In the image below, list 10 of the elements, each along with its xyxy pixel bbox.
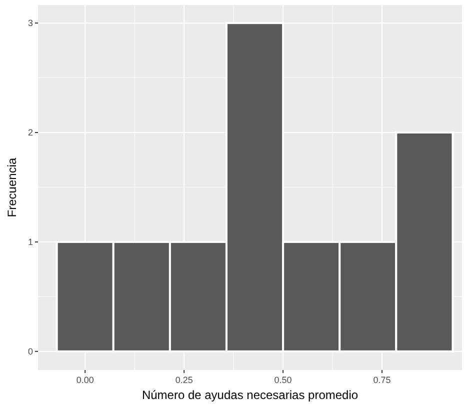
y-axis-title: Frecuencia: [5, 158, 19, 218]
x-tick-label: 0.75: [373, 375, 391, 385]
y-tick-label: 1: [28, 236, 33, 247]
y-tick-label: 3: [28, 18, 33, 28]
y-tick-label: 0: [28, 346, 33, 356]
x-tick-label: 0.25: [175, 375, 193, 385]
x-tick-label: 0.50: [274, 375, 292, 385]
x-tick-label: 0.00: [76, 375, 94, 385]
y-tick-label: 2: [28, 128, 33, 138]
x-axis-title: Número de ayudas necesarias promedio: [142, 388, 358, 402]
